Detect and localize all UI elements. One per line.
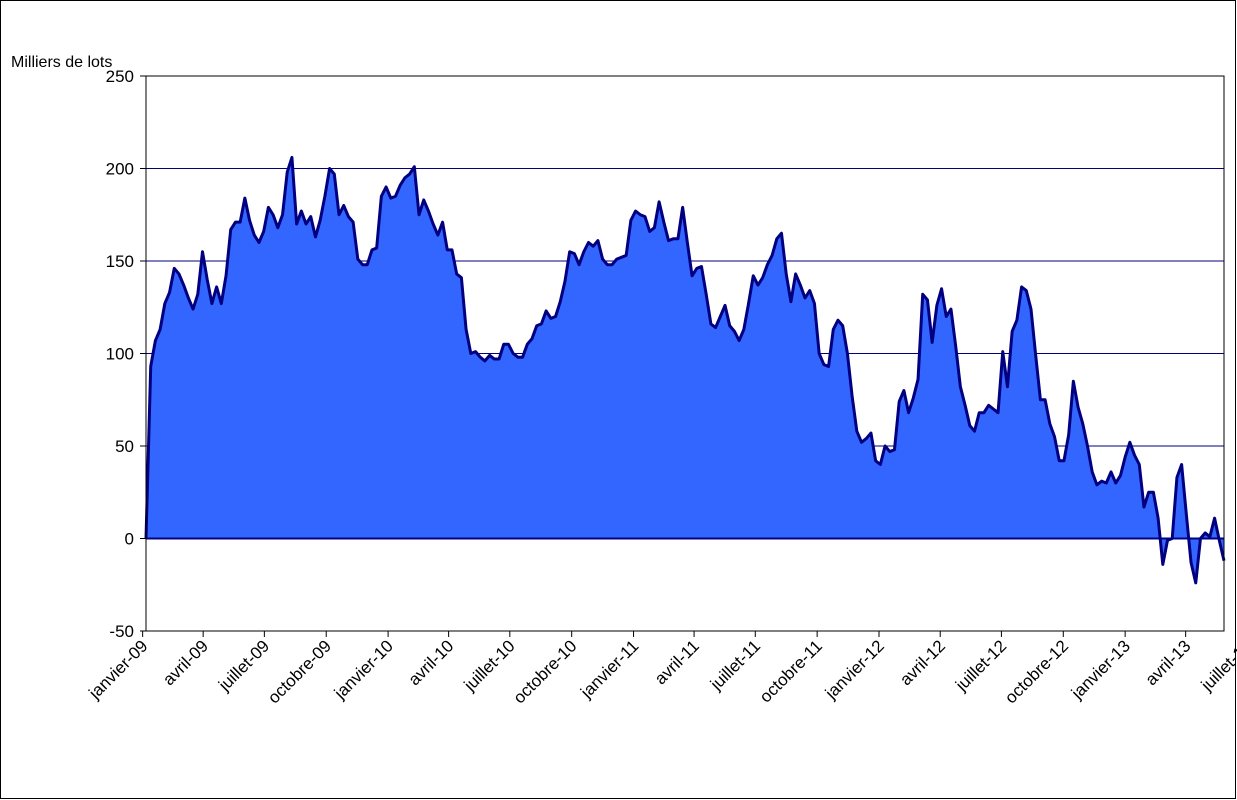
y-axis-title: Milliers de lots [11,54,112,71]
x-tick-label: juillet-11 [706,636,764,694]
x-tick-label: juillet-13 [1197,636,1237,695]
x-tick-label: janvier-13 [1067,636,1134,703]
x-tick-label: juillet-09 [214,636,273,695]
y-axis-ticks: 250 200 150 100 50 0 -50 [106,67,146,641]
x-tick-label: avril-11 [651,636,703,688]
x-tick-label: avril-10 [405,636,458,689]
x-tick-label: janvier-10 [330,636,397,703]
x-tick-label: octobre-11 [756,636,826,706]
x-tick-label: juillet-12 [951,636,1010,695]
y-tick-label: 0 [125,530,134,549]
x-tick-label: janvier-12 [821,636,888,703]
x-tick-label: avril-09 [159,636,212,689]
x-tick-label: octobre-12 [1001,636,1072,707]
x-tick-label: janvier-09 [85,636,152,703]
y-tick-label: 200 [106,160,134,179]
x-tick-label: juillet-10 [460,636,519,695]
y-tick-label: -50 [109,622,134,641]
y-tick-label: 100 [106,345,134,364]
y-tick-label: 150 [106,252,134,271]
series-line [144,155,1226,585]
x-tick-label: janvier-11 [576,636,642,702]
x-axis-ticks: janvier-09 avril-09 juillet-09octobre-09ja… [85,631,1237,707]
x-tick-label: octobre-10 [510,636,581,707]
y-tick-label: 50 [115,437,134,456]
x-tick-label: avril-12 [896,636,949,689]
x-tick-label: octobre-09 [264,636,335,707]
y-tick-label: 250 [106,67,134,86]
area-fill [146,157,1224,583]
x-tick-label: avril-13 [1142,636,1195,689]
